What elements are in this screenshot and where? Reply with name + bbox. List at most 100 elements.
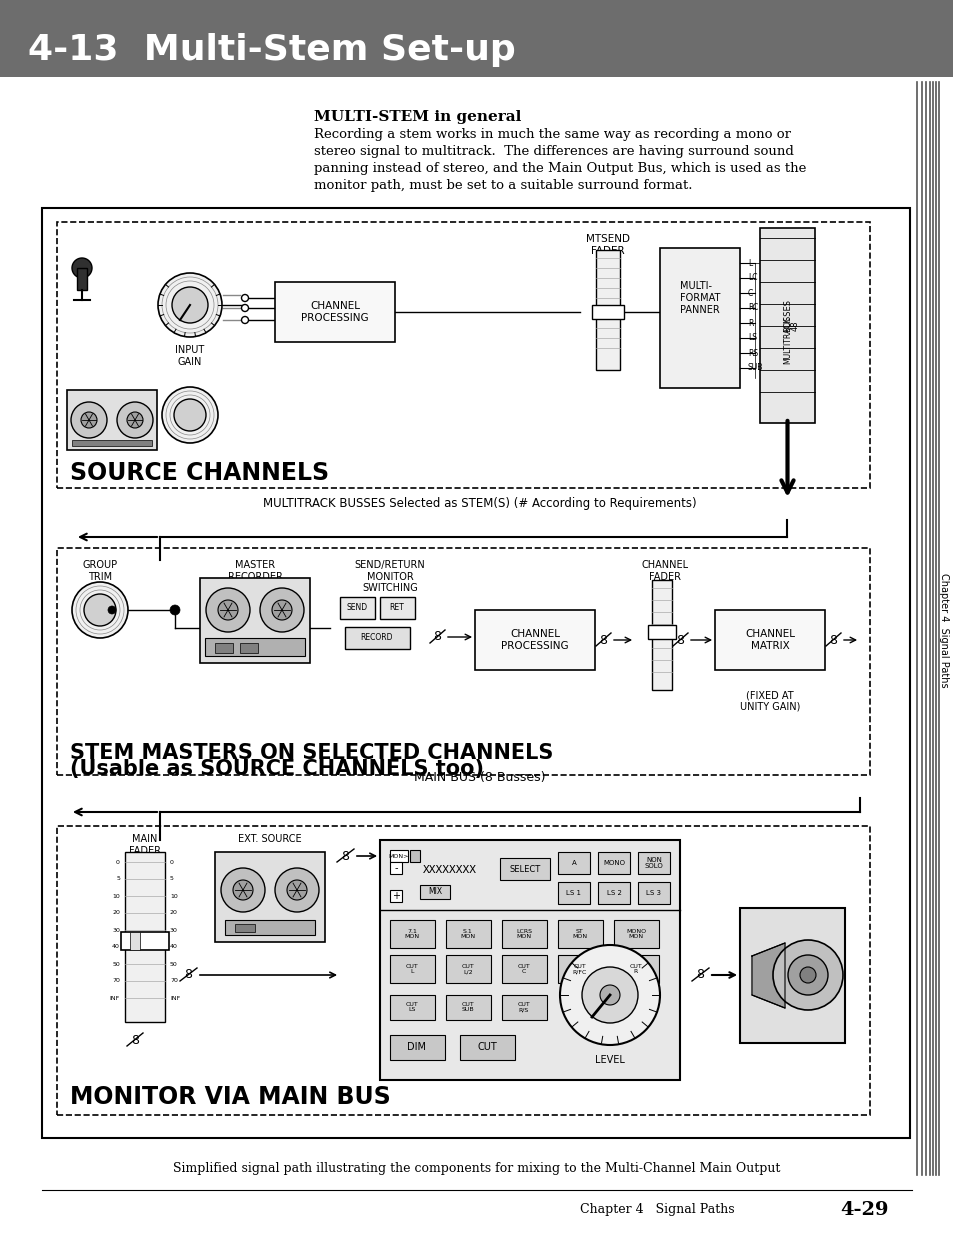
Circle shape xyxy=(241,316,248,323)
Bar xyxy=(57,221,869,488)
Text: A: A xyxy=(571,860,576,866)
Text: RS: RS xyxy=(747,348,758,357)
Bar xyxy=(647,624,676,639)
Circle shape xyxy=(172,287,208,323)
Text: SUB: SUB xyxy=(747,363,762,372)
Circle shape xyxy=(71,402,107,438)
Bar xyxy=(558,921,602,948)
Text: CUT: CUT xyxy=(476,1042,497,1052)
Circle shape xyxy=(127,412,143,428)
Bar xyxy=(379,597,415,620)
Circle shape xyxy=(241,305,248,311)
Text: STEM MASTERS ON SELECTED CHANNELS: STEM MASTERS ON SELECTED CHANNELS xyxy=(70,743,553,763)
Bar xyxy=(390,955,435,983)
Text: CUT
R/S: CUT R/S xyxy=(517,1001,530,1013)
Bar xyxy=(214,852,325,942)
Text: CHANNEL
MATRIX: CHANNEL MATRIX xyxy=(744,629,794,651)
Text: CHANNEL
PROCESSING: CHANNEL PROCESSING xyxy=(301,301,369,322)
Bar xyxy=(558,955,602,983)
Circle shape xyxy=(162,387,218,443)
Bar xyxy=(592,305,623,318)
Text: CUT
LS: CUT LS xyxy=(405,1001,418,1013)
Text: CUT
R: CUT R xyxy=(629,964,641,974)
Text: 5: 5 xyxy=(170,877,173,882)
Circle shape xyxy=(559,945,659,1045)
Circle shape xyxy=(206,588,250,632)
Circle shape xyxy=(599,985,619,1005)
Text: MAIN
FADER: MAIN FADER xyxy=(129,833,161,856)
Text: 40: 40 xyxy=(170,944,177,949)
Text: 4-29: 4-29 xyxy=(840,1200,887,1219)
Text: 4-13  Multi-Stem Set-up: 4-13 Multi-Stem Set-up xyxy=(28,34,516,67)
Bar xyxy=(67,391,157,450)
Circle shape xyxy=(170,605,180,615)
Circle shape xyxy=(233,880,253,899)
Text: 40: 40 xyxy=(112,944,120,949)
Bar xyxy=(598,882,629,904)
Text: MON>: MON> xyxy=(389,853,409,858)
Text: NON
SOLO: NON SOLO xyxy=(644,857,662,870)
Text: CUT
L/2: CUT L/2 xyxy=(461,964,474,974)
Text: C: C xyxy=(747,289,753,297)
Bar xyxy=(274,282,395,342)
Circle shape xyxy=(800,967,815,983)
Bar xyxy=(200,578,310,663)
Bar xyxy=(501,995,546,1020)
Text: LC: LC xyxy=(747,274,757,282)
Circle shape xyxy=(108,606,116,615)
Bar xyxy=(345,627,410,649)
Bar xyxy=(0,0,953,77)
Text: 10: 10 xyxy=(170,893,177,898)
Text: 30: 30 xyxy=(170,928,177,933)
Circle shape xyxy=(173,399,206,430)
Text: 8: 8 xyxy=(340,850,349,862)
Bar xyxy=(125,852,165,1023)
Text: CUT
L: CUT L xyxy=(405,964,418,974)
Text: 5: 5 xyxy=(116,877,120,882)
Text: +: + xyxy=(392,891,399,901)
Bar xyxy=(234,924,254,932)
Bar xyxy=(760,228,814,423)
Text: SEND/RETURN
MONITOR
SWITCHING: SEND/RETURN MONITOR SWITCHING xyxy=(355,560,425,593)
Text: (FIXED AT
UNITY GAIN): (FIXED AT UNITY GAIN) xyxy=(739,690,800,712)
Circle shape xyxy=(274,868,318,912)
Circle shape xyxy=(272,600,292,620)
Text: RC: RC xyxy=(747,304,758,312)
Circle shape xyxy=(772,940,842,1010)
Bar xyxy=(558,882,589,904)
Bar xyxy=(651,580,671,690)
Text: Chapter 4   Signal Paths: Chapter 4 Signal Paths xyxy=(579,1203,734,1217)
Text: 70: 70 xyxy=(170,979,177,984)
Text: 8: 8 xyxy=(696,969,703,982)
Text: SELECT: SELECT xyxy=(509,865,540,873)
Circle shape xyxy=(117,402,152,438)
Bar xyxy=(501,955,546,983)
Text: MULTI-
FORMAT
PANNER: MULTI- FORMAT PANNER xyxy=(679,281,720,315)
Text: RECORD: RECORD xyxy=(360,633,393,642)
Text: monitor path, must be set to a suitable surround format.: monitor path, must be set to a suitable … xyxy=(314,179,692,192)
Text: Recording a stem works in much the same way as recording a mono or: Recording a stem works in much the same … xyxy=(314,128,790,141)
Text: CUT
SUB: CUT SUB xyxy=(461,1001,474,1013)
Text: LS 3: LS 3 xyxy=(646,889,660,896)
Polygon shape xyxy=(751,943,784,1008)
Text: MIX: MIX xyxy=(428,887,441,897)
Circle shape xyxy=(287,880,307,899)
Text: Simplified signal path illustrating the components for mixing to the Multi-Chann: Simplified signal path illustrating the … xyxy=(173,1162,780,1176)
Bar xyxy=(390,995,435,1020)
Circle shape xyxy=(787,955,827,995)
Circle shape xyxy=(71,582,128,638)
Text: MTSEND
FADER: MTSEND FADER xyxy=(585,234,629,255)
Text: 50: 50 xyxy=(112,962,120,967)
Circle shape xyxy=(71,258,91,277)
Text: INF: INF xyxy=(110,995,120,1000)
Bar xyxy=(598,852,629,875)
Bar xyxy=(57,826,869,1115)
Bar xyxy=(499,858,550,880)
Text: -: - xyxy=(394,863,397,873)
Bar xyxy=(77,267,87,290)
Text: CUT
R/FC: CUT R/FC xyxy=(572,964,587,974)
Text: XXXXXXXX: XXXXXXXX xyxy=(422,865,476,875)
Text: panning instead of stereo, and the Main Output Bus, which is used as the: panning instead of stereo, and the Main … xyxy=(314,162,805,175)
Text: GROUP
TRIM: GROUP TRIM xyxy=(82,560,117,582)
Bar xyxy=(214,643,233,653)
